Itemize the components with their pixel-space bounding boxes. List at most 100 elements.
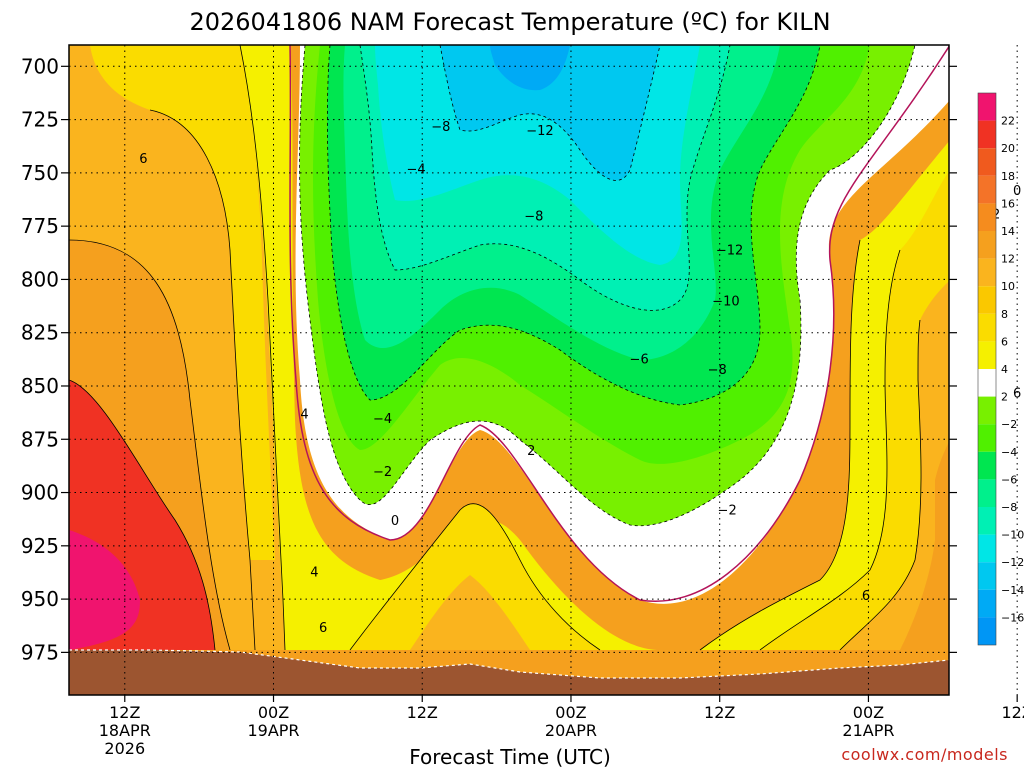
colorbar-swatch — [978, 258, 996, 287]
colorbar-swatch — [978, 424, 996, 452]
colorbar-swatch — [978, 286, 996, 314]
y-axis: 700 725 750 775 800 825 850 875 900 925 950 975 — [21, 54, 957, 664]
contour-label: 6 — [319, 621, 327, 636]
colorbar-swatch — [978, 507, 996, 535]
fill-right-orange — [840, 281, 949, 650]
credit-text: coolwx.com/models — [841, 745, 1008, 764]
colorbar-label: −16 — [1001, 611, 1024, 624]
colorbar-label: 2 — [1001, 391, 1008, 404]
contour-zero-right — [639, 45, 949, 602]
colorbar-swatch — [978, 313, 996, 342]
colorbar-label: −4 — [1001, 446, 1017, 459]
colorbar-swatch — [978, 203, 996, 231]
x-tick-label: 12Z — [1002, 703, 1024, 722]
y-tick-label: 850 — [21, 374, 59, 398]
colorbar-label: −2 — [1001, 418, 1017, 431]
contour-label: −4 — [406, 163, 425, 178]
colorbar-swatch — [978, 479, 996, 507]
colorbar-label: 20 — [1001, 142, 1015, 155]
colorbar-swatch — [978, 341, 996, 369]
contour-label: 0 — [391, 514, 399, 529]
colorbar-label: −12 — [1001, 556, 1024, 569]
y-tick-label: 875 — [21, 427, 59, 451]
y-tick-label: 900 — [21, 481, 59, 505]
contour-label: −12 — [716, 244, 743, 259]
y-tick-label: 775 — [21, 214, 59, 238]
ground-surface — [69, 650, 949, 695]
colorbar-swatch — [978, 120, 996, 149]
colorbar-swatch — [978, 369, 996, 397]
colorbar-swatch — [978, 396, 996, 425]
y-tick-label: 950 — [21, 587, 59, 611]
fill-blue-mid — [490, 45, 570, 91]
contour-dashed-1 — [299, 45, 916, 527]
contour-dashed-2 — [326, 45, 821, 406]
fill-right-orange2 — [900, 442, 949, 650]
contour-label: −6 — [630, 352, 649, 367]
contour-label: 0 — [1013, 184, 1021, 199]
colorbar-label: −10 — [1001, 529, 1024, 542]
colorbar-label: −14 — [1001, 584, 1024, 597]
colorbar-swatch — [978, 231, 996, 259]
contour-label: −10 — [712, 295, 739, 310]
colorbar-label: 18 — [1001, 170, 1015, 183]
fill-yellow-upper — [90, 45, 275, 560]
colorbar-swatch — [978, 534, 996, 563]
contour-label: 6 — [1013, 386, 1021, 401]
plot-frame — [68, 44, 950, 696]
colorbar-frame — [977, 92, 997, 646]
colorbar-swatch — [978, 148, 996, 176]
x-tick-label: 19APR — [247, 721, 299, 740]
contour-dashed-3 — [359, 45, 731, 311]
x-tick-label: 00Z — [853, 703, 884, 722]
contour-label: 6 — [862, 589, 870, 604]
contour-label: −2 — [373, 465, 392, 480]
y-tick-label: 825 — [21, 321, 59, 345]
colorbar-label: 14 — [1001, 225, 1015, 238]
colorbar-label: −8 — [1001, 501, 1017, 514]
x-tick-label: 21APR — [842, 721, 894, 740]
y-tick-label: 975 — [21, 640, 59, 664]
y-tick-label: 800 — [21, 267, 59, 291]
contour-solid-4 — [69, 379, 216, 651]
fill-right-yellow2 — [760, 171, 949, 650]
y-tick-label: 725 — [21, 108, 59, 132]
colorbar-swatch — [978, 589, 996, 618]
colorbar-label: 8 — [1001, 308, 1008, 321]
colorbar-swatch — [978, 93, 996, 121]
contour-solid-6 — [699, 239, 861, 651]
contour-label: −2 — [718, 504, 737, 519]
x-tick-label: 12Z — [704, 703, 735, 722]
y-tick-label: 925 — [21, 534, 59, 558]
contour-label: 4 — [300, 408, 308, 423]
contour-label: 6 — [139, 152, 147, 167]
colorbar-label: −6 — [1001, 473, 1017, 486]
contour-label: −8 — [431, 120, 450, 135]
colorbar-label: 4 — [1001, 363, 1008, 376]
contour-dashed-4 — [439, 45, 661, 181]
fill-warm-center — [350, 503, 600, 650]
contour-label: −8 — [708, 363, 727, 378]
colorbar-label: 16 — [1001, 197, 1015, 210]
colorbar-label: 6 — [1001, 335, 1008, 348]
contour-solid-1 — [239, 45, 286, 651]
contour-label: 2 — [527, 444, 535, 459]
colorbar-label: 12 — [1001, 253, 1015, 266]
colorbar-swatch — [978, 451, 996, 480]
contour-label: −4 — [373, 412, 392, 427]
contour-zero-left — [289, 45, 641, 601]
plot-area — [69, 45, 949, 695]
x-tick-label: 12Z — [109, 703, 140, 722]
contour-label: −12 — [526, 124, 553, 139]
colorbar-swatch — [978, 562, 996, 590]
x-tick-label: 20APR — [545, 721, 597, 740]
contour-solid-5 — [349, 503, 601, 651]
colorbar-label: 10 — [1001, 280, 1015, 293]
x-axis-title: Forecast Time (UTC) — [409, 745, 611, 768]
colorbar-label: 22 — [1001, 115, 1015, 128]
contour-solid-7 — [759, 249, 901, 651]
y-tick-label: 750 — [21, 161, 59, 185]
